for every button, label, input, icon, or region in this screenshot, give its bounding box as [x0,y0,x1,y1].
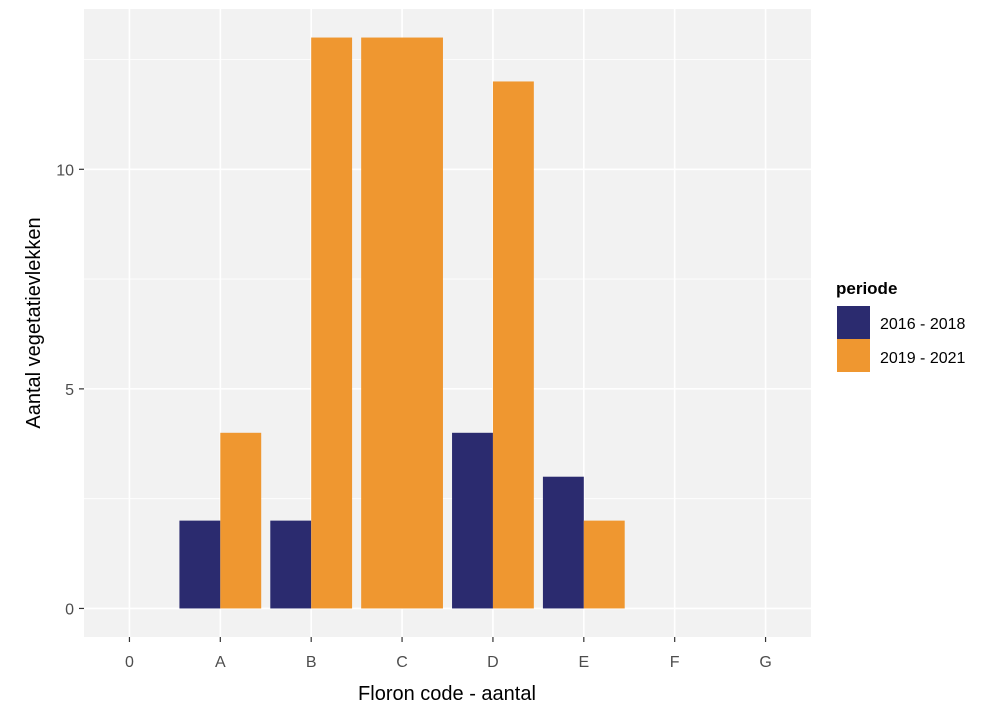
bar [583,520,625,609]
x-tick-label: E [578,654,589,671]
bar [361,37,443,609]
y-tick-label: 10 [56,162,74,179]
legend-swatch-2019-2021 [837,339,870,372]
bar [270,520,312,609]
x-tick-label: G [759,654,771,671]
x-tick-label: A [215,654,226,671]
bar [311,37,353,609]
bar [452,432,493,609]
y-axis-ticks: 0 5 10 [56,162,84,618]
x-axis-title: Floron code - aantal [358,683,536,705]
bar [179,520,221,609]
x-tick-label: D [487,654,499,671]
legend-swatch-2016-2018 [837,306,870,339]
bars [179,37,625,609]
x-axis-ticks: 0 A B C D E F G [125,637,772,671]
x-tick-label: F [670,654,680,671]
legend-title: periode [836,279,897,298]
legend-label-2019-2021: 2019 - 2021 [880,350,966,367]
y-tick-label: 5 [65,382,74,399]
bar [492,81,534,609]
x-tick-label: B [306,654,317,671]
y-tick-label: 0 [65,601,74,618]
legend: periode 2016 - 2018 2019 - 2021 [836,279,966,372]
y-axis-title: Aantal vegetatievlekken [23,217,45,428]
bar [220,432,262,609]
bar [542,476,584,609]
x-tick-label: C [396,654,408,671]
x-tick-label: 0 [125,654,134,671]
legend-label-2016-2018: 2016 - 2018 [880,316,966,333]
